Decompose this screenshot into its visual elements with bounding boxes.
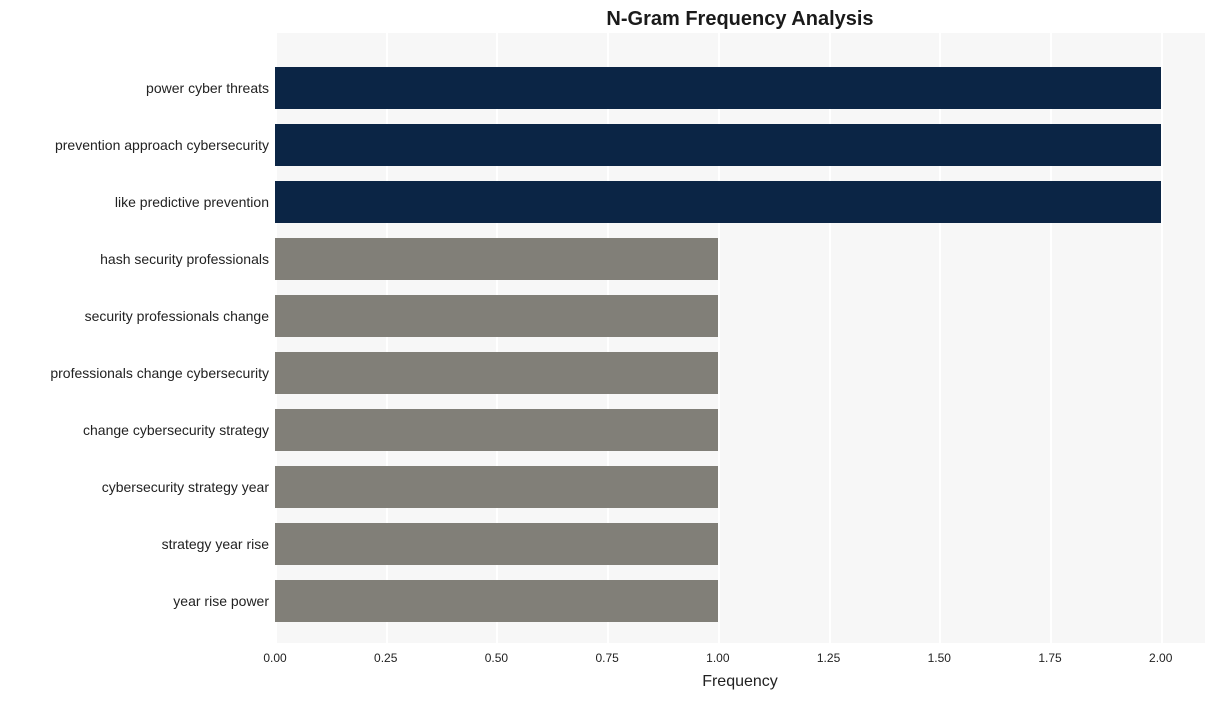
bar (275, 523, 718, 565)
bar (275, 181, 1161, 223)
y-tick-label: cybersecurity strategy year (0, 479, 269, 495)
x-tick-label: 0.00 (263, 651, 286, 665)
y-tick-label: professionals change cybersecurity (0, 365, 269, 381)
bar (275, 238, 718, 280)
x-tick-label: 1.75 (1038, 651, 1061, 665)
x-axis-ticks: 0.000.250.500.751.001.251.501.752.00 (275, 651, 1205, 671)
bar (275, 67, 1161, 109)
ngram-chart: N-Gram Frequency Analysis power cyber th… (0, 0, 1214, 701)
bar (275, 409, 718, 451)
chart-title: N-Gram Frequency Analysis (275, 8, 1205, 31)
x-tick-label: 0.25 (374, 651, 397, 665)
y-tick-label: like predictive prevention (0, 194, 269, 210)
y-axis-labels: power cyber threats prevention approach c… (0, 33, 269, 643)
bar (275, 124, 1161, 166)
bar (275, 580, 718, 622)
x-tick-label: 1.25 (817, 651, 840, 665)
x-tick-label: 0.75 (595, 651, 618, 665)
y-tick-label: power cyber threats (0, 80, 269, 96)
x-tick-label: 2.00 (1149, 651, 1172, 665)
x-tick-label: 0.50 (485, 651, 508, 665)
x-tick-label: 1.50 (928, 651, 951, 665)
x-tick-label: 1.00 (706, 651, 729, 665)
y-tick-label: year rise power (0, 593, 269, 609)
plot-area (275, 33, 1205, 643)
gridline (1161, 33, 1163, 643)
bar (275, 295, 718, 337)
y-tick-label: change cybersecurity strategy (0, 422, 269, 438)
x-axis-label: Frequency (275, 673, 1205, 691)
bar (275, 466, 718, 508)
y-tick-label: prevention approach cybersecurity (0, 137, 269, 153)
y-tick-label: strategy year rise (0, 536, 269, 552)
y-tick-label: security professionals change (0, 308, 269, 324)
bar (275, 352, 718, 394)
y-tick-label: hash security professionals (0, 251, 269, 267)
